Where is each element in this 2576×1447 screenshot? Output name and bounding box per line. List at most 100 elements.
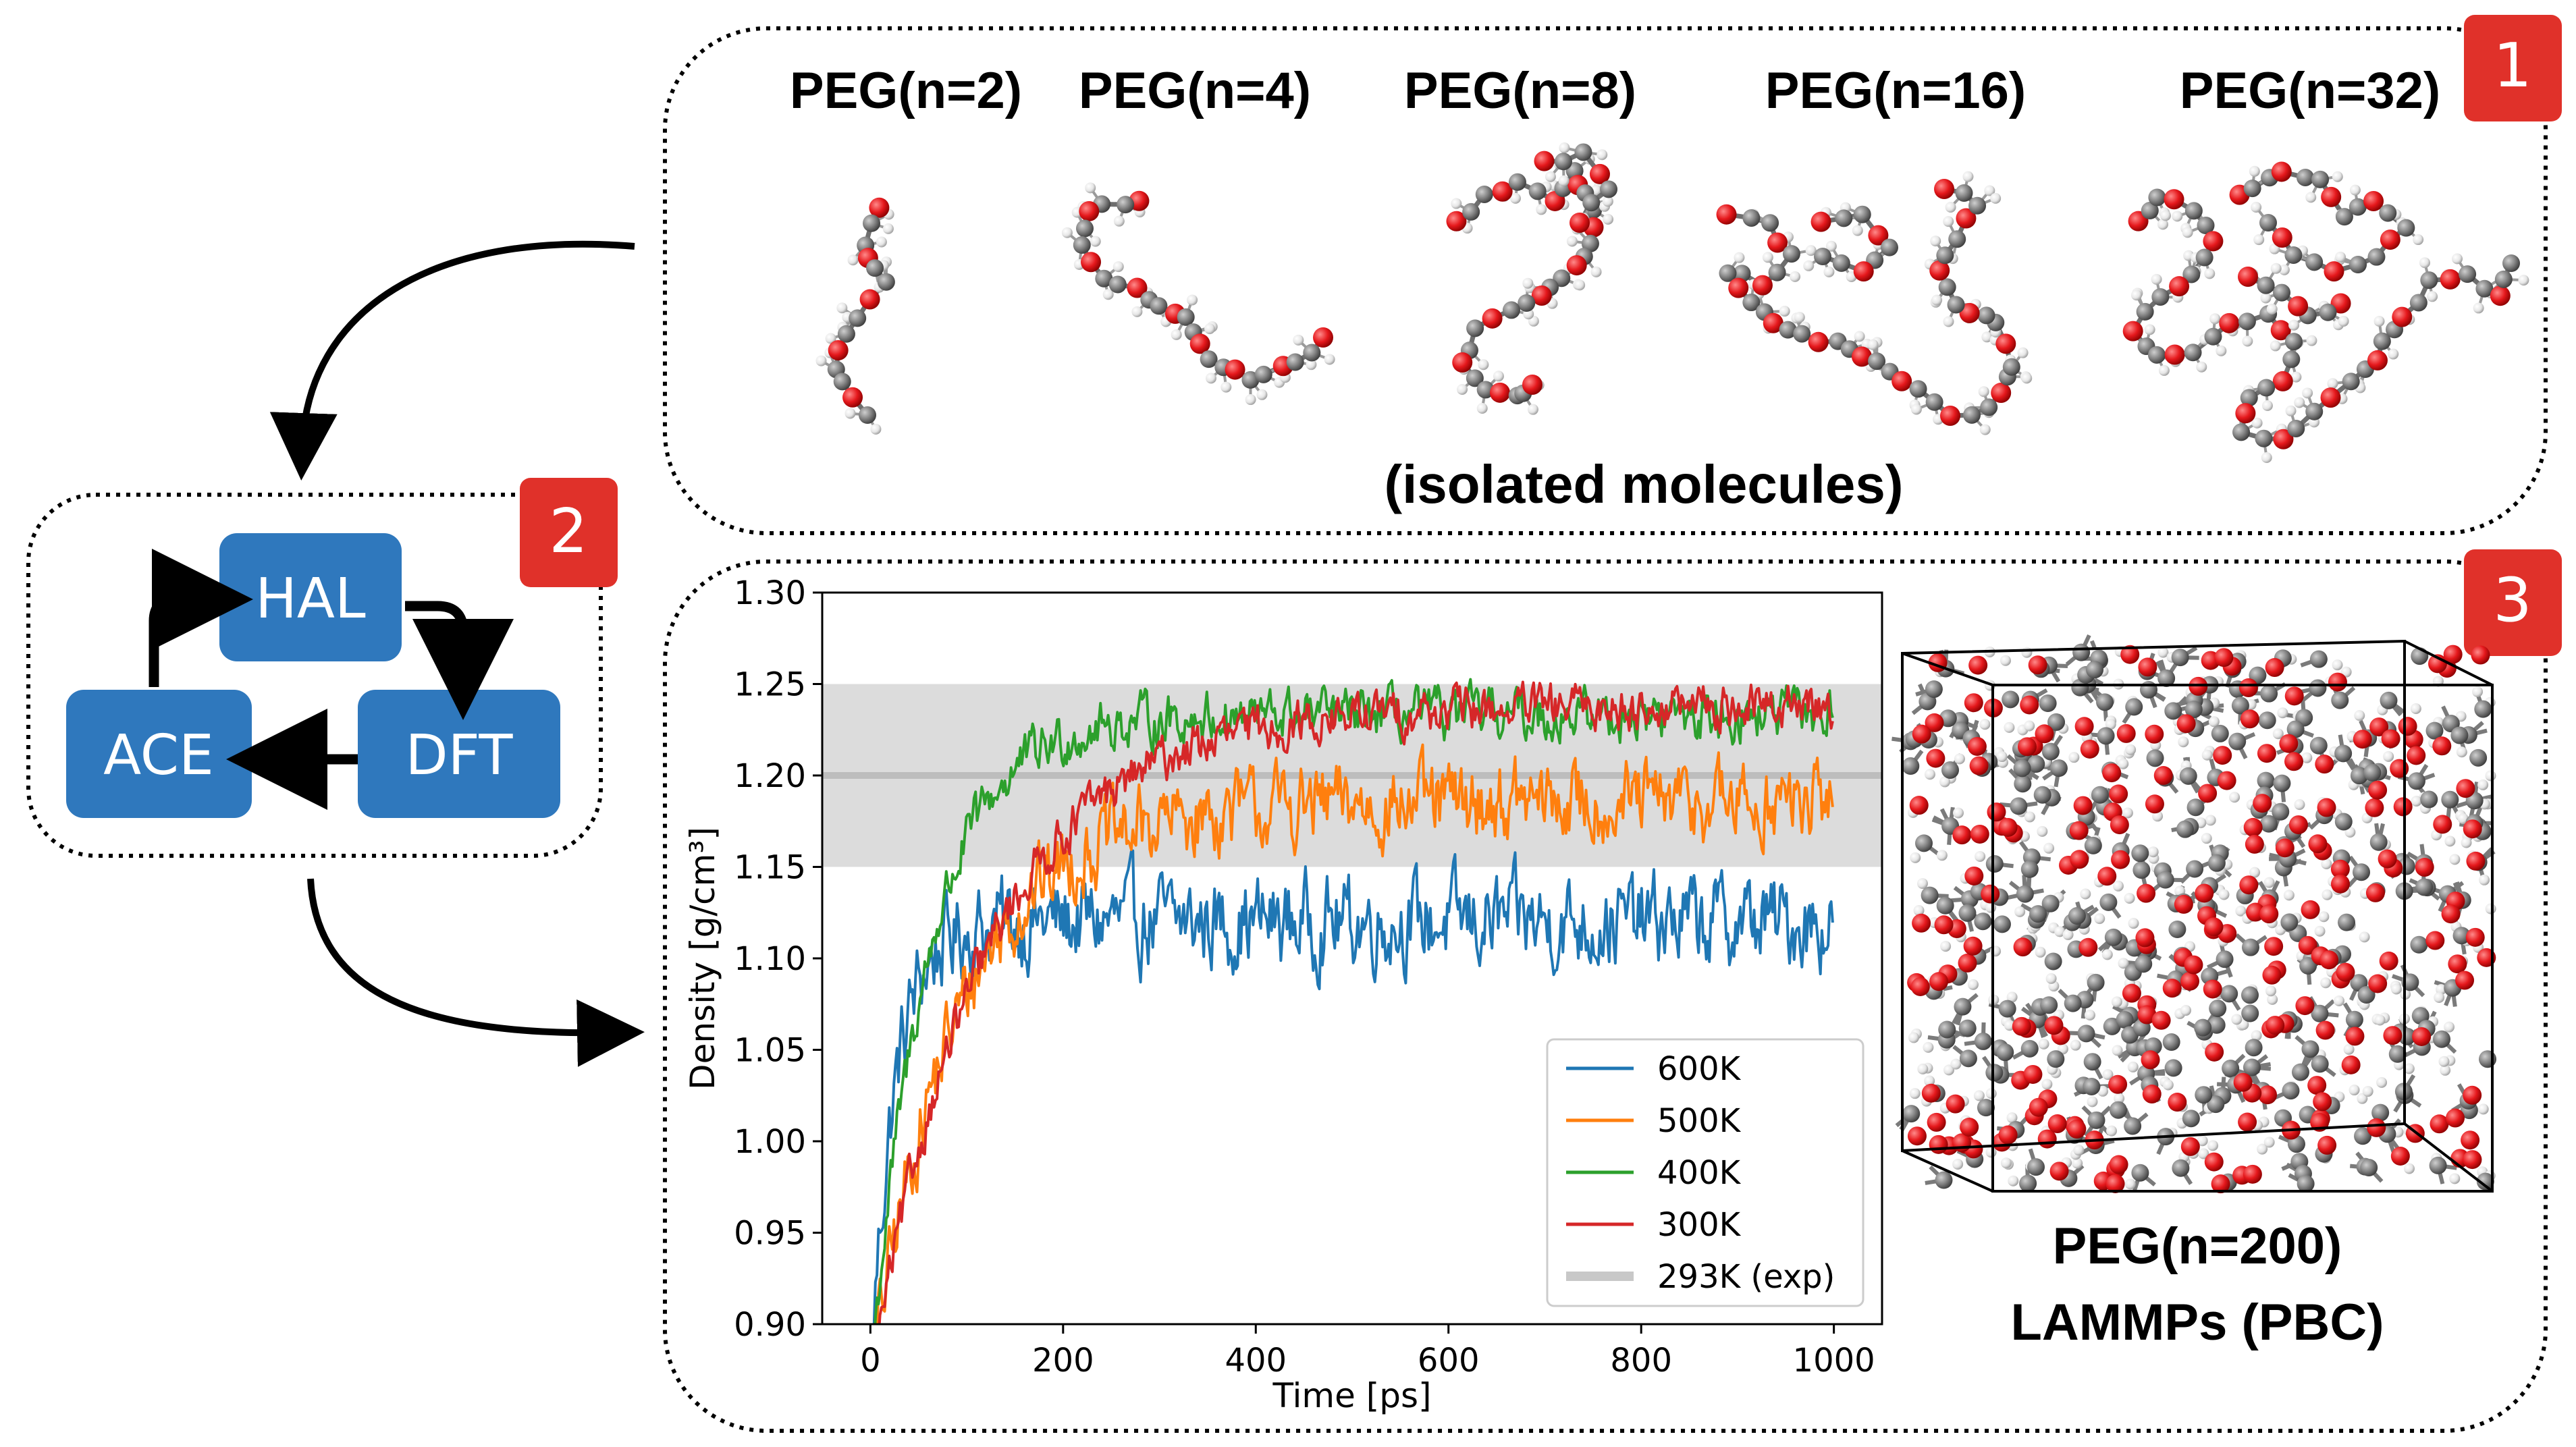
oxygen-atom <box>1446 211 1467 231</box>
hydrogen-atom <box>2288 319 2300 331</box>
hydrogen-atom <box>2151 273 2162 285</box>
carbon-atom <box>2420 790 2438 809</box>
oxygen-atom <box>2455 971 2475 990</box>
carbon-atom <box>1502 301 1520 319</box>
oxygen-atom <box>2017 737 2037 757</box>
oxygen-atom <box>2153 766 2173 786</box>
carbon-atom <box>2096 693 2114 711</box>
carbon-atom <box>2502 254 2520 272</box>
oxygen-atom <box>2012 1016 2031 1036</box>
hydrogen-atom <box>2124 1178 2136 1190</box>
legend: 600K 500K 400K 300K 293K (exp) <box>1546 1038 1864 1307</box>
hydrogen-atom <box>2403 1163 2415 1174</box>
hydrogen-atom <box>1924 769 1935 780</box>
hydrogen-atom <box>2102 1069 2114 1081</box>
carbon-atom <box>1902 757 1920 775</box>
carbon-atom <box>2184 344 2202 362</box>
hydrogen-atom <box>1220 381 1232 393</box>
carbon-atom <box>859 406 876 424</box>
hydrogen-atom <box>2267 993 2278 1005</box>
oxygen-atom <box>2203 979 2222 999</box>
carbon-atom <box>1968 196 1987 215</box>
carbon-atom <box>1814 248 1831 265</box>
oxygen-atom <box>1522 375 1542 395</box>
hydrogen-atom <box>2251 417 2263 429</box>
carbon-atom <box>2179 767 2197 785</box>
oxygen-atom <box>2258 1085 2278 1105</box>
hydrogen-atom <box>1566 236 1578 247</box>
carbon-atom <box>1303 344 1321 362</box>
hydrogen-atom <box>2157 219 2168 230</box>
carbon-atom <box>2141 202 2159 220</box>
carbon-atom <box>1963 406 1981 424</box>
oxygen-atom <box>2463 1150 2482 1170</box>
hydrogen-atom <box>1171 329 1182 340</box>
hydrogen-atom <box>2477 779 2489 790</box>
x-tick-label: 1000 <box>1793 1342 1875 1380</box>
hydrogen-atom <box>1916 878 1928 890</box>
carbon-atom <box>866 259 884 277</box>
hydrogen-atom <box>2073 1145 2085 1156</box>
carbon-atom <box>2420 271 2438 290</box>
carbon-atom <box>2091 786 2109 804</box>
hydrogen-atom <box>2080 888 2091 900</box>
hydrogen-atom <box>1324 354 1335 365</box>
hydrogen-atom <box>844 408 856 419</box>
oxygen-atom <box>2284 752 2304 771</box>
carbon-atom <box>2020 860 2039 878</box>
oxygen-atom <box>2392 306 2413 327</box>
carbon-atom <box>2243 180 2261 198</box>
carbon-atom <box>2171 649 2189 667</box>
hydrogen-atom <box>2332 659 2343 671</box>
hydrogen-atom <box>2218 889 2230 900</box>
hydrogen-atom <box>2180 1005 2192 1016</box>
hydrogen-atom <box>1457 384 1468 395</box>
oxygen-atom <box>2490 285 2511 306</box>
oxygen-atom <box>1851 346 1872 367</box>
y-tick-label: 1.25 <box>734 666 806 704</box>
oxygen-atom <box>2235 403 2256 424</box>
hydrogen-atom <box>1558 175 1569 186</box>
oxygen-atom <box>2272 371 2293 391</box>
carbon-atom <box>2425 721 2444 740</box>
carbon-atom <box>1998 1000 2016 1018</box>
oxygen-atom <box>2446 1108 2465 1128</box>
hydrogen-atom <box>2374 1014 2386 1026</box>
carbon-atom <box>2257 771 2275 790</box>
oxygen-atom <box>2465 927 2485 947</box>
carbon-atom <box>2064 994 2082 1012</box>
hydrogen-atom <box>2440 1064 2451 1076</box>
carbon-atom <box>1761 214 1779 232</box>
hydrogen-atom <box>2105 719 2116 730</box>
hydrogen-atom <box>1908 1032 1919 1043</box>
carbon-atom <box>2002 358 2020 376</box>
hydrogen-atom <box>1962 171 1974 182</box>
node-hal: HAL <box>219 533 402 661</box>
oxygen-atom <box>2238 678 2258 698</box>
oxygen-atom <box>2204 917 2224 937</box>
hydrogen-atom <box>1113 215 1125 227</box>
carbon-atom <box>2176 820 2194 838</box>
carbon-atom <box>2259 815 2278 833</box>
carbon-atom <box>1936 246 1954 265</box>
hydrogen-atom <box>2461 837 2472 848</box>
hydrogen-atom <box>1823 266 1835 277</box>
oxygen-atom <box>2430 1114 2449 1134</box>
hydrogen-atom <box>2101 949 2113 960</box>
hydrogen-atom <box>2128 918 2139 929</box>
hydrogen-atom <box>1112 261 1124 273</box>
hydrogen-atom <box>1973 1090 1985 1101</box>
oxygen-atom <box>2174 894 2193 914</box>
carbon-atom <box>2136 302 2154 321</box>
carbon-atom <box>877 273 895 291</box>
label-peg-n2: PEG(n=2) <box>790 62 1022 119</box>
oxygen-atom <box>2074 717 2094 736</box>
oxygen-atom <box>2336 962 2355 982</box>
hydrogen-atom <box>836 302 848 314</box>
molecule-peg-n16 <box>1716 171 2033 435</box>
hydrogen-atom <box>2127 1061 2139 1072</box>
oxygen-atom <box>1763 312 1783 333</box>
node-dft-label: DFT <box>406 724 514 788</box>
hydrogen-atom <box>2021 647 2033 658</box>
carbon-atom <box>2132 861 2151 879</box>
